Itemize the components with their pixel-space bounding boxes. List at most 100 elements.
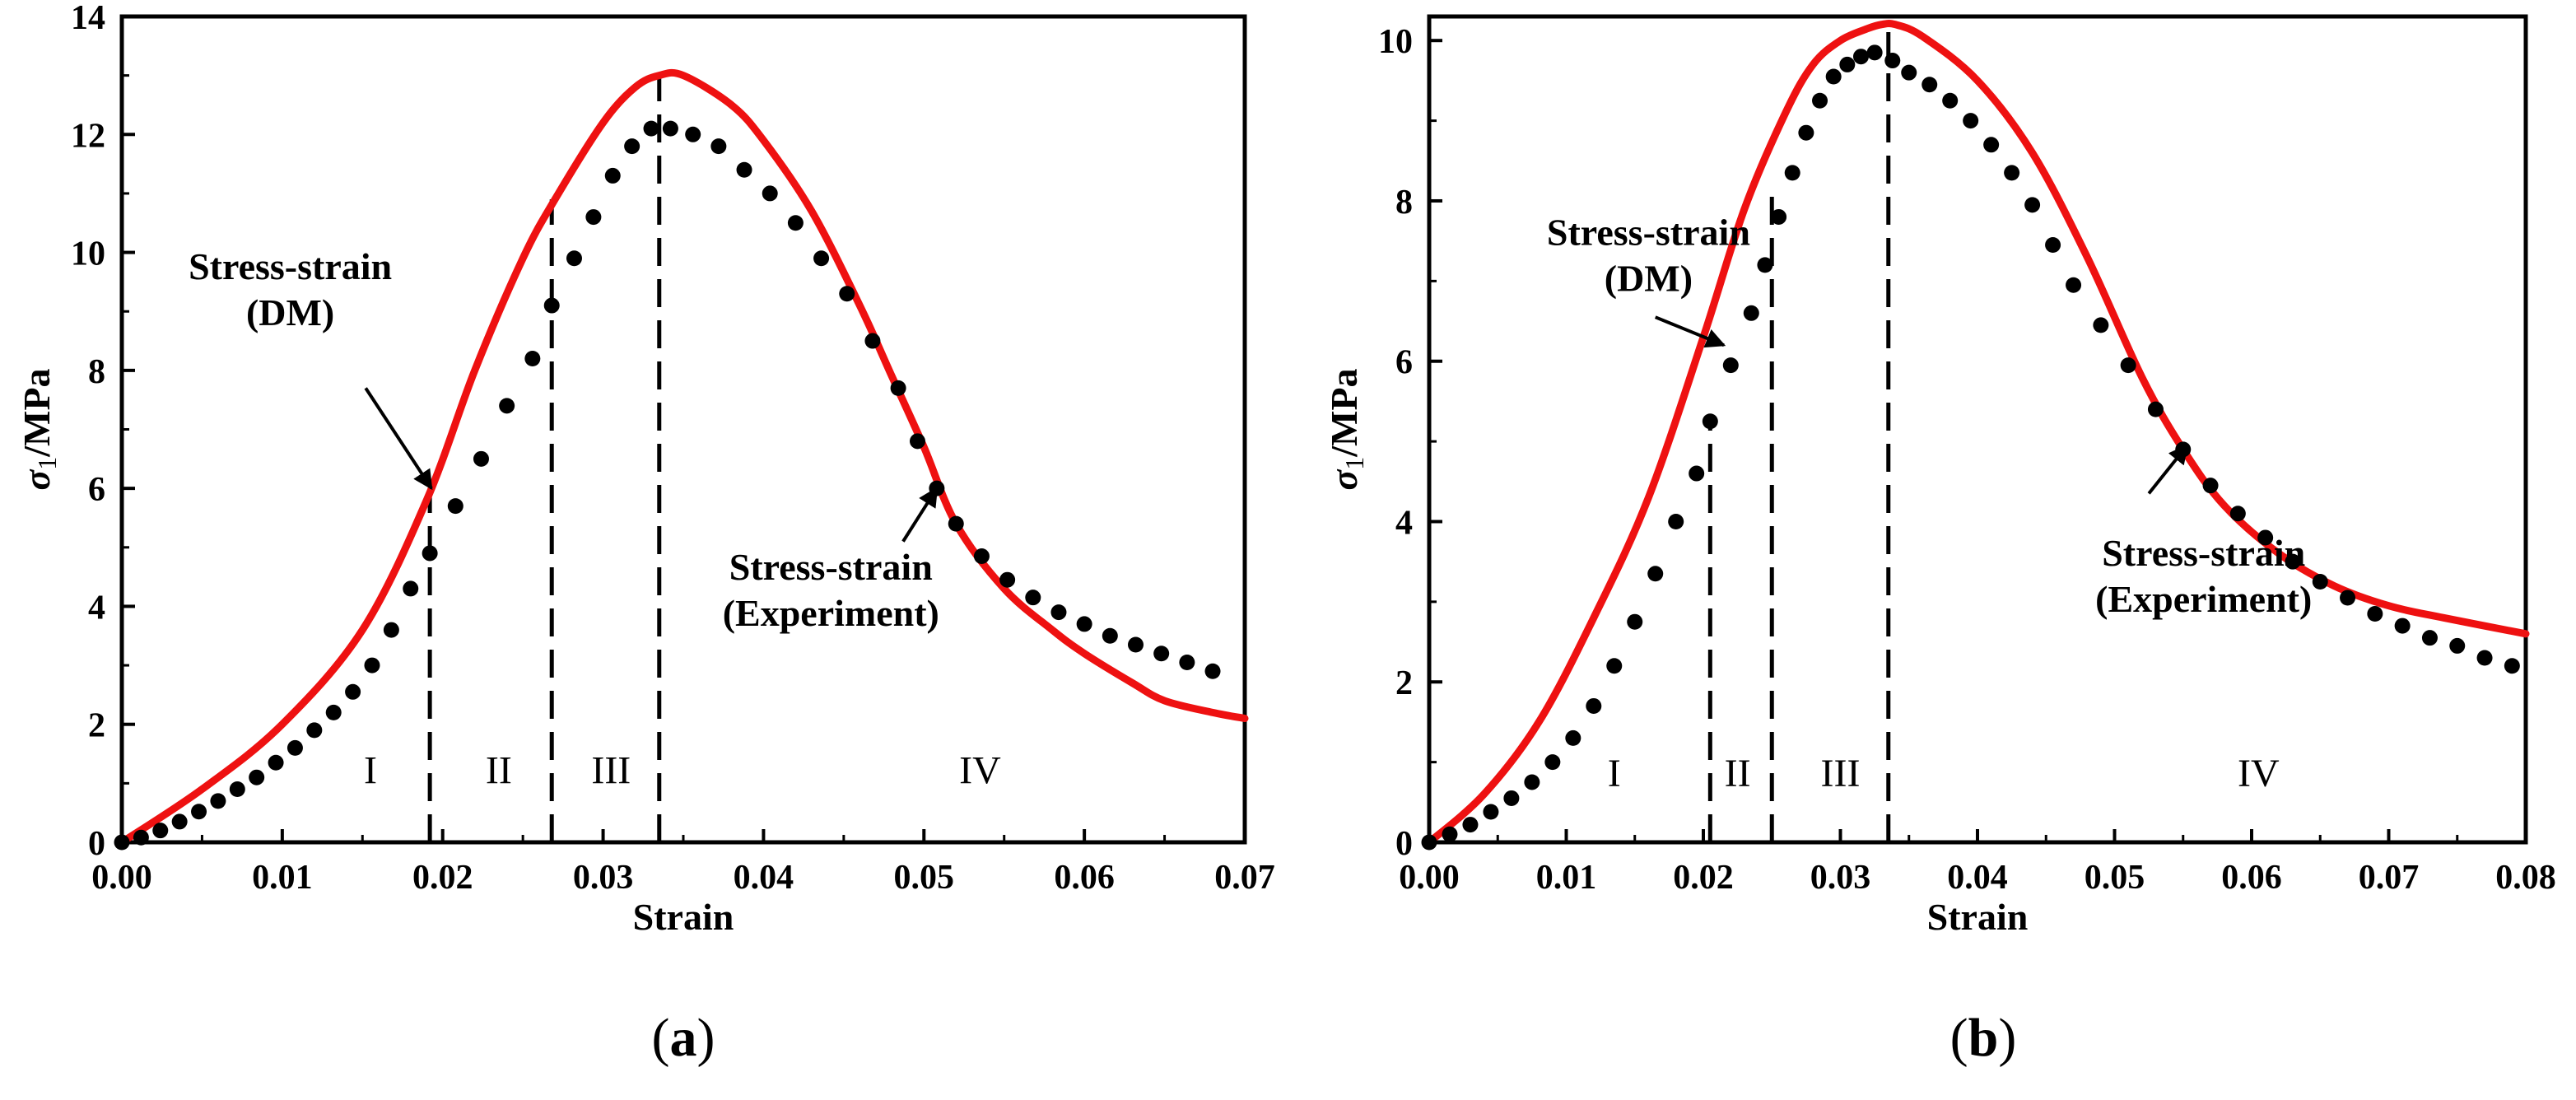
experiment-data-point (1722, 357, 1739, 374)
experiment-data-point (543, 297, 560, 314)
y-tick-label: 2 (88, 707, 105, 745)
y-axis-title: σ1/MPa (1323, 368, 1369, 490)
experiment-data-point (2004, 165, 2020, 181)
experiment-data-point (585, 209, 602, 226)
x-tick-label: 0.02 (412, 859, 473, 897)
y-axis-title-subscript: 1 (32, 457, 62, 470)
experiment-data-point (787, 215, 804, 231)
experiment-data-point (422, 545, 438, 562)
x-tick-label: 0.01 (1536, 859, 1597, 897)
experiment-data-point (229, 781, 245, 798)
experiment-data-point (1839, 56, 1856, 72)
experiment-data-point (2229, 506, 2246, 522)
experiment-data-point (2340, 590, 2356, 606)
experiment-data-point (2476, 650, 2493, 666)
experiment-data-point (191, 804, 207, 820)
y-tick-label: 10 (1378, 23, 1413, 61)
experiment-data-point (762, 185, 778, 202)
experiment-data-point (2504, 658, 2520, 674)
x-tick-label: 0.06 (2221, 859, 2282, 897)
annotation-text: Stress-strain (729, 546, 933, 588)
experiment-data-point (1668, 513, 1684, 529)
y-tick-label: 12 (71, 117, 105, 155)
experiment-data-point (1204, 663, 1221, 679)
region-label: IV (959, 748, 1001, 792)
x-tick-label: 0.02 (1673, 859, 1734, 897)
experiment-data-point (2093, 317, 2109, 333)
experiment-data-point (1922, 77, 1938, 93)
annotation-arrow (901, 487, 939, 543)
y-tick-label: 0 (88, 825, 105, 863)
experiment-data-point (1565, 729, 1581, 746)
panel-label: (a) (652, 1008, 715, 1068)
experiment-data-point (403, 580, 419, 597)
annotation-arrow (1654, 315, 1726, 348)
region-label: III (591, 748, 631, 792)
experiment-data-point (1784, 165, 1800, 181)
experiment-data-point (1127, 636, 1144, 653)
experiment-data-point (447, 498, 463, 515)
x-tick-label: 0.07 (2359, 859, 2420, 897)
experiment-data-point (813, 250, 830, 267)
y-tick-label: 6 (1395, 344, 1413, 382)
x-tick-label: 0.05 (894, 859, 955, 897)
experiment-data-point (306, 722, 323, 739)
panel-label-close-paren: ) (697, 1008, 715, 1068)
chart-panel-b: 0.00 0.01 0.02 0.03 0.04 0.05 0.06 0.07 0.08 0 2 4 6… (1323, 14, 2556, 1068)
x-tick-label: 0.05 (2085, 859, 2145, 897)
experiment-data-point (999, 571, 1016, 588)
experiment-data-point (1942, 92, 1959, 109)
experiment-data-point (1852, 49, 1869, 65)
experiment-data-point (364, 657, 380, 674)
experiment-data-point (473, 450, 489, 467)
y-tick-label: 14 (71, 0, 105, 37)
experiment-data-point (1076, 616, 1092, 632)
experiment-data-point (685, 126, 701, 142)
region-label: III (1821, 752, 1861, 795)
experiment-data-point (1647, 566, 1664, 582)
dm-model-curve (118, 68, 1249, 846)
y-tick-label: 2 (1395, 664, 1413, 702)
y-axis-title-unit: /MPa (16, 368, 58, 457)
experiment-data-point (1179, 654, 1195, 670)
experiment-data-point (345, 683, 361, 700)
experiment-data-point (643, 120, 659, 137)
experiment-data-point (2147, 401, 2164, 417)
experiment-data-point (1825, 68, 1842, 85)
experiment-data-point (133, 829, 149, 846)
experiment-data-point (1627, 613, 1643, 630)
experiment-data-point (1757, 257, 1773, 273)
experiment-data-point (2202, 478, 2219, 494)
experiment-data-point (1050, 604, 1067, 621)
y-axis-title-unit: /MPa (1323, 368, 1365, 457)
experiment-data-point (839, 286, 855, 302)
experiment-data-point (171, 813, 188, 830)
experiment-data-point (1812, 92, 1828, 109)
experiment-data-point (1102, 627, 1118, 644)
experiment-data-point (268, 754, 284, 771)
panel-label-open-paren: ( (1950, 1008, 1968, 1068)
panel-label: (b) (1950, 1008, 2017, 1068)
experiment-data-point (2024, 197, 2041, 213)
experiment-data-point (710, 138, 727, 155)
experiment-data-point (1963, 113, 1979, 129)
experiment-data-point (2312, 574, 2328, 590)
experiment-data-point (864, 333, 881, 349)
experiment-data-point (210, 793, 226, 809)
experiment-data-point (2285, 553, 2301, 570)
experiment-data-point (662, 120, 678, 137)
region-label: II (1725, 752, 1751, 795)
experiment-data-point (604, 167, 621, 184)
x-tick-label: 0.01 (252, 859, 313, 897)
y-axis-title-symbol: σ (1323, 469, 1365, 491)
experiment-data-point (1544, 754, 1561, 771)
experiment-data-point (1421, 834, 1437, 851)
x-tick-label: 0.03 (1810, 859, 1871, 897)
region-label: I (364, 748, 377, 792)
region-label: I (1608, 752, 1621, 795)
panel-label-letter: b (1968, 1008, 1999, 1068)
experiment-data-point (499, 398, 515, 414)
y-tick-label: 8 (88, 353, 105, 391)
experiment-data-point (2449, 637, 2466, 654)
